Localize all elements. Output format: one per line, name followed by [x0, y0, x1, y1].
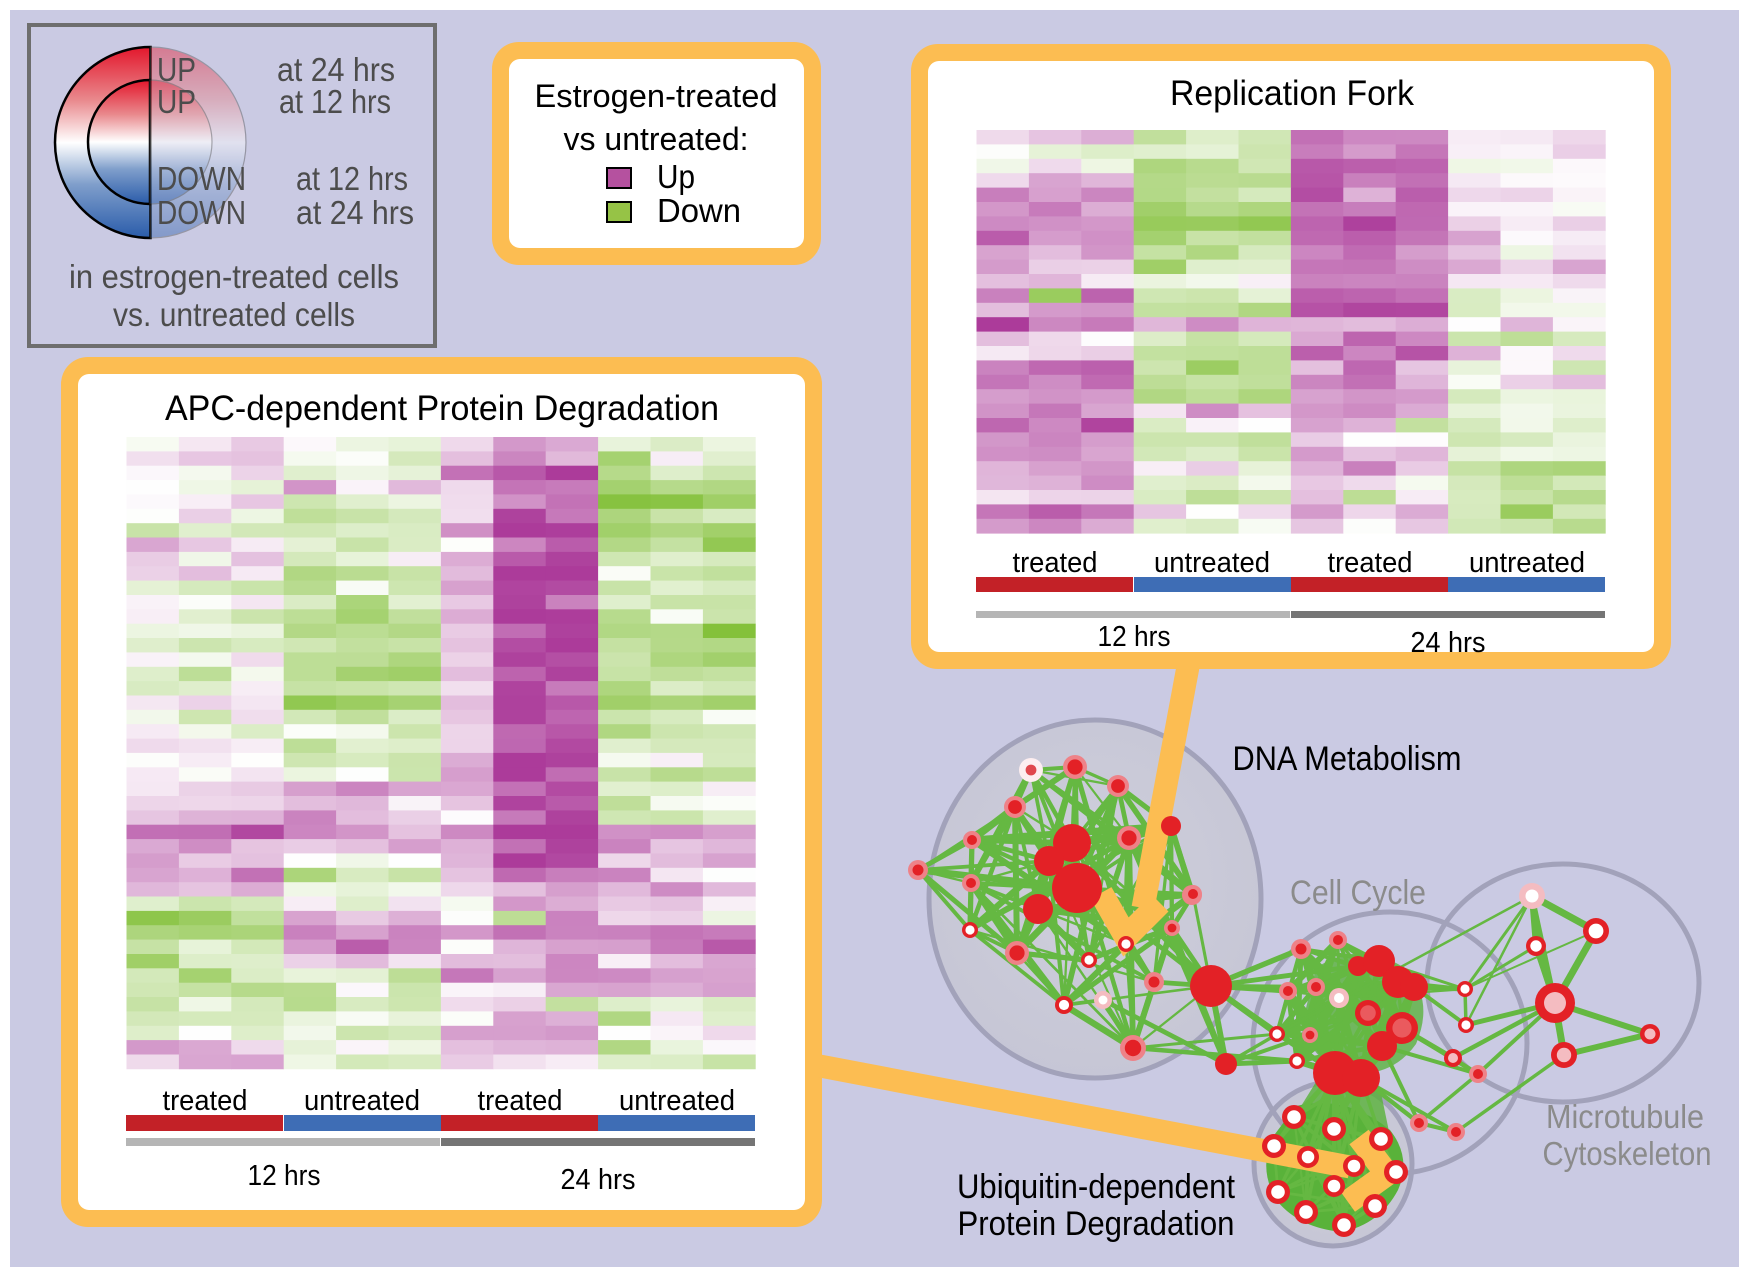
svg-text:treated: treated — [163, 1085, 248, 1117]
svg-text:at 24 hrs: at 24 hrs — [296, 194, 414, 231]
svg-text:Cytoskeleton: Cytoskeleton — [1543, 1135, 1712, 1172]
svg-text:untreated: untreated — [1154, 547, 1270, 579]
svg-text:Ubiquitin-dependent: Ubiquitin-dependent — [957, 1168, 1236, 1206]
svg-text:DOWN: DOWN — [157, 160, 246, 197]
svg-text:Replication Fork: Replication Fork — [1170, 74, 1414, 113]
svg-text:untreated: untreated — [304, 1085, 420, 1117]
svg-text:Down: Down — [657, 192, 741, 229]
svg-text:24 hrs: 24 hrs — [1411, 627, 1486, 659]
svg-text:UP: UP — [157, 83, 196, 120]
svg-text:DNA Metabolism: DNA Metabolism — [1233, 740, 1462, 778]
svg-text:12 hrs: 12 hrs — [1098, 621, 1171, 653]
svg-text:treated: treated — [1328, 547, 1413, 579]
svg-text:treated: treated — [478, 1085, 563, 1117]
svg-text:12 hrs: 12 hrs — [248, 1160, 321, 1192]
svg-text:Protein Degradation: Protein Degradation — [958, 1205, 1235, 1243]
svg-text:Cell Cycle: Cell Cycle — [1290, 874, 1426, 912]
svg-text:at 12 hrs: at 12 hrs — [296, 160, 408, 197]
svg-text:Microtubule: Microtubule — [1546, 1098, 1704, 1135]
svg-text:Estrogen-treated: Estrogen-treated — [535, 78, 778, 114]
svg-text:vs. untreated cells: vs. untreated cells — [113, 296, 355, 333]
svg-text:24 hrs: 24 hrs — [561, 1164, 636, 1196]
svg-text:at 12 hrs: at 12 hrs — [279, 83, 391, 120]
svg-text:UP: UP — [157, 51, 196, 88]
svg-text:untreated: untreated — [619, 1085, 735, 1117]
svg-text:APC-dependent Protein Degradat: APC-dependent Protein Degradation — [165, 389, 719, 428]
svg-text:untreated: untreated — [1469, 547, 1585, 579]
svg-text:treated: treated — [1013, 547, 1098, 579]
svg-text:in estrogen-treated cells: in estrogen-treated cells — [69, 258, 399, 295]
svg-text:DOWN: DOWN — [157, 194, 246, 231]
svg-text:at 24 hrs: at 24 hrs — [277, 51, 395, 88]
svg-text:vs untreated:: vs untreated: — [564, 121, 749, 157]
svg-text:Up: Up — [657, 158, 695, 195]
